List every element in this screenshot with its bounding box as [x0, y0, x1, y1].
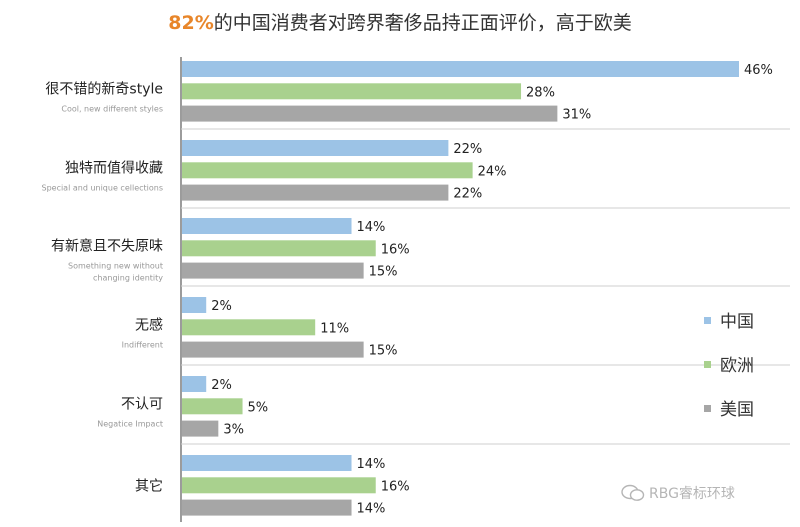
bar: [182, 297, 207, 313]
legend-swatch: [704, 405, 711, 412]
bar: [182, 218, 352, 234]
bar: [182, 455, 352, 471]
category-label: 不认可: [121, 396, 163, 412]
data-label: 16%: [381, 242, 410, 257]
data-label: 15%: [369, 344, 398, 359]
category-label: 其它: [135, 477, 163, 494]
bar: [182, 420, 219, 437]
data-label: 22%: [453, 142, 482, 157]
category-label-en: Indifferent: [122, 340, 163, 349]
category-label-en: Special and unique cellections: [41, 183, 163, 192]
bar: [182, 376, 207, 392]
data-label: 15%: [369, 265, 398, 280]
category-label-en: Negatice Impact: [97, 419, 163, 428]
data-label: 14%: [357, 457, 386, 472]
bar: [182, 262, 364, 279]
data-label: 14%: [357, 502, 386, 517]
bar: [182, 184, 449, 201]
data-label: 24%: [478, 164, 507, 179]
category-label: 独特而值得收藏: [65, 159, 163, 176]
bar: [182, 319, 316, 336]
bar: [182, 477, 376, 494]
category-label: 有新意且不失原味: [51, 237, 163, 254]
bar: [182, 398, 243, 415]
data-label: 31%: [562, 108, 591, 123]
bar: [182, 105, 558, 122]
data-label: 16%: [381, 479, 410, 494]
bar: [182, 140, 449, 156]
bar: [182, 499, 352, 516]
bar: [182, 162, 473, 179]
legend-swatch: [704, 361, 711, 368]
category-label: 无感: [135, 316, 163, 333]
watermark-text: RBG睿标环球: [649, 486, 735, 502]
data-label: 2%: [211, 299, 232, 314]
category-label-en: Something new without: [68, 261, 163, 270]
chart-title-highlight: 82%: [168, 12, 214, 34]
bar: [182, 341, 364, 358]
legend-label: 美国: [720, 400, 754, 420]
data-label: 5%: [248, 400, 269, 415]
data-label: 46%: [744, 63, 773, 78]
bar: [182, 83, 522, 100]
data-label: 28%: [526, 85, 555, 100]
category-label: 很不错的新奇style: [45, 80, 163, 97]
legend-swatch: [704, 317, 711, 324]
data-label: 11%: [320, 321, 349, 336]
data-label: 3%: [223, 423, 244, 438]
chart-title: 82%的中国消费者对跨界奢侈品持正面评价，高于欧美: [0, 8, 800, 35]
watermark: RBG睿标环球: [621, 483, 735, 503]
wechat-icon: [621, 484, 645, 501]
legend-label: 欧洲: [720, 356, 754, 376]
chart-title-text: 的中国消费者对跨界奢侈品持正面评价，高于欧美: [213, 12, 632, 34]
bar: [182, 240, 376, 257]
data-label: 14%: [357, 220, 386, 235]
category-label-en: changing identity: [93, 273, 163, 282]
legend-label: 中国: [720, 312, 754, 332]
bar: [182, 61, 739, 77]
data-label: 2%: [211, 378, 232, 393]
data-label: 22%: [453, 187, 482, 202]
category-label-en: Cool, new different styles: [61, 104, 163, 113]
